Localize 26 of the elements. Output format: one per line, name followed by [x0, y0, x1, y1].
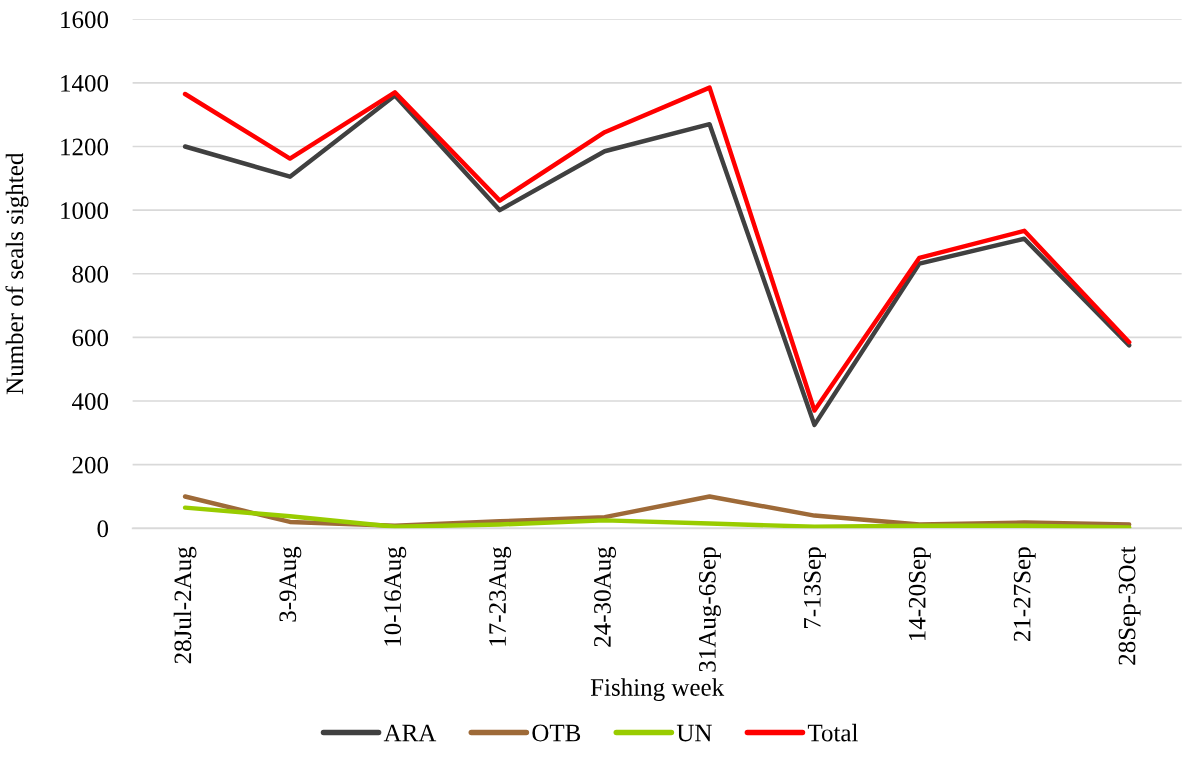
legend-label: UN	[676, 724, 712, 742]
y-tick-label: 1400	[61, 74, 109, 92]
y-axis-title: Number of seals sighted	[5, 152, 29, 395]
x-tick-label: 17-23Aug	[489, 546, 512, 646]
x-tick-label: 28Jul-2Aug	[173, 546, 197, 664]
y-tick-label: 800	[72, 265, 109, 283]
x-tick-label: 3-9Aug	[279, 546, 302, 622]
legend-label: OTB	[532, 724, 581, 742]
legend-label: Total	[807, 723, 858, 742]
y-tick-label: 400	[72, 393, 109, 410]
x-tick-label: 21-27Sep	[1013, 547, 1036, 642]
line-series	[182, 505, 1132, 529]
y-tick-label: 1600	[61, 11, 109, 29]
x-tick-label: 14-20Sep	[908, 547, 931, 640]
y-tick-label: 600	[72, 329, 109, 347]
x-tick-label: 7-13Sep	[803, 547, 826, 629]
x-axis-title: Fishing week	[590, 678, 725, 702]
y-tick-label: 200	[72, 456, 109, 474]
y-tick-label: 1000	[61, 202, 109, 220]
x-tick-label: 28Sep-3Oct	[1118, 546, 1141, 665]
x-tick-label: 31Aug-6Sep	[698, 547, 721, 672]
legend-label: ARA	[383, 724, 437, 742]
y-tick-label: 0	[97, 520, 109, 538]
x-tick-label: 10-16Aug	[384, 546, 407, 646]
y-tick-label: 1200	[61, 138, 109, 156]
x-tick-label: 24-30Aug	[594, 546, 617, 647]
